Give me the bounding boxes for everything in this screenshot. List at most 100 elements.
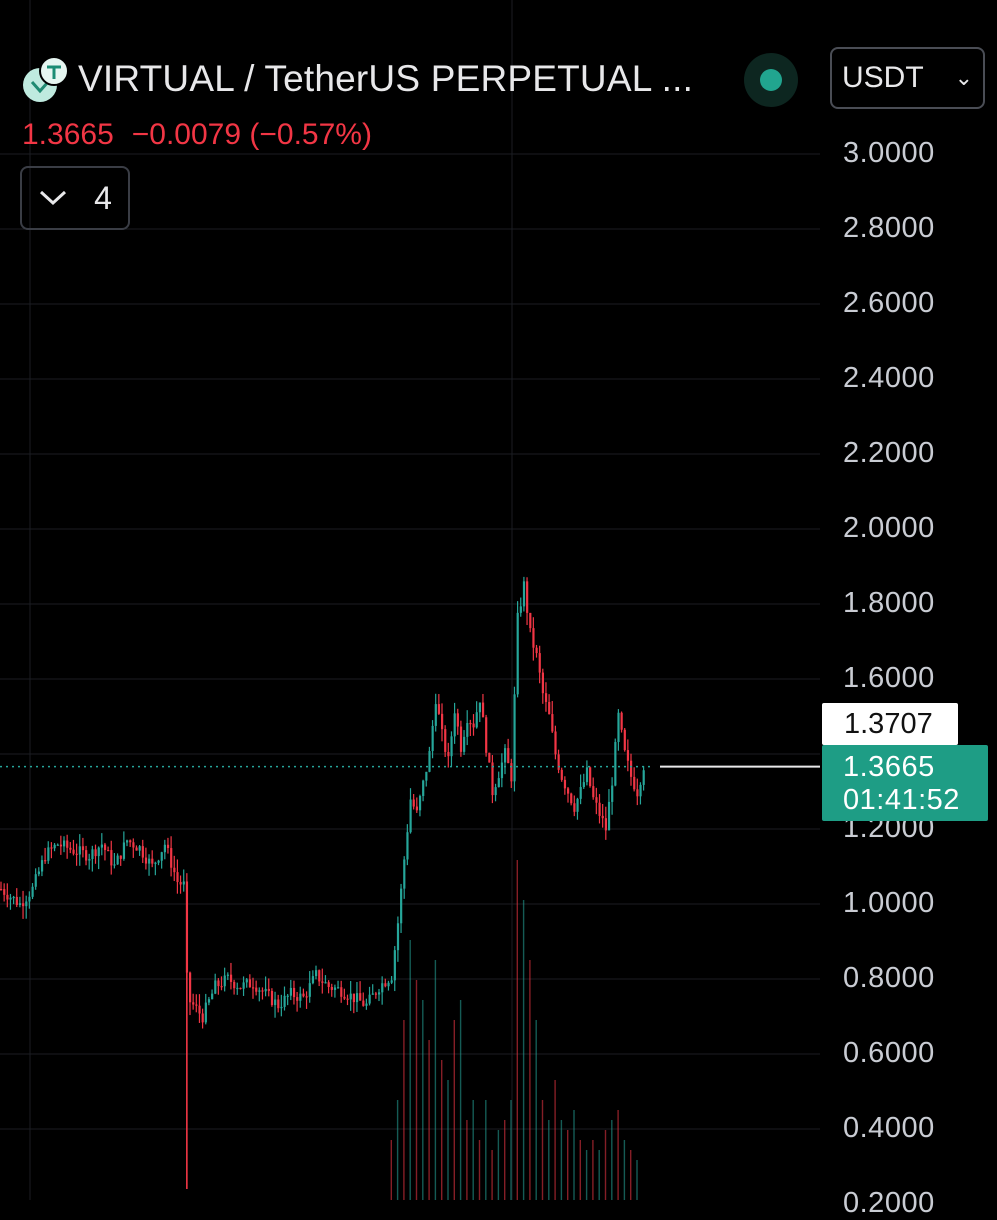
candle — [119, 855, 122, 859]
candle — [204, 1002, 207, 1023]
candle — [47, 847, 50, 861]
candle — [607, 801, 611, 831]
candle — [144, 857, 148, 864]
candle — [352, 993, 355, 1003]
candle — [258, 990, 261, 992]
candle — [63, 840, 66, 847]
volume-bar — [485, 1100, 487, 1200]
candle — [384, 983, 387, 987]
candle — [255, 987, 258, 992]
volume-bar — [390, 1140, 392, 1200]
candle — [330, 986, 333, 990]
candle — [239, 987, 242, 990]
candle — [362, 1000, 365, 1006]
candle — [418, 796, 422, 811]
y-tick-label: 2.8000 — [843, 212, 935, 244]
volume-bar — [510, 1100, 512, 1200]
candle — [116, 855, 119, 865]
candle — [513, 694, 516, 782]
currency-select[interactable]: USDT ⌄ — [830, 47, 985, 109]
volume-bar — [415, 980, 418, 1200]
market-status-icon — [744, 53, 798, 107]
candle — [163, 844, 166, 853]
candle — [333, 987, 337, 990]
candle — [554, 731, 557, 755]
candle — [560, 769, 563, 780]
candle — [359, 993, 362, 1001]
candle — [576, 798, 579, 812]
candle — [485, 717, 488, 753]
y-tick-label: 0.8000 — [843, 962, 935, 994]
candle — [107, 850, 110, 852]
candle — [34, 874, 37, 887]
candle — [292, 987, 296, 998]
candle — [296, 997, 299, 1001]
volume-bar — [592, 1140, 594, 1200]
candle — [135, 847, 138, 851]
candle — [585, 767, 589, 783]
candle — [195, 1004, 198, 1006]
candle — [340, 987, 343, 997]
candle — [286, 995, 289, 997]
candle — [270, 990, 274, 1006]
candle — [403, 859, 406, 889]
candle — [617, 712, 620, 743]
candle — [324, 982, 327, 984]
candle — [412, 799, 415, 807]
candle-countdown: 01:41:52 — [843, 784, 960, 816]
volume-bar — [598, 1150, 600, 1200]
volume-bar — [422, 1000, 424, 1200]
candle — [532, 628, 535, 648]
candle — [434, 704, 437, 726]
candle — [157, 860, 160, 863]
candle — [526, 581, 529, 613]
volume-bar — [447, 1080, 449, 1200]
candle — [620, 712, 623, 730]
candle — [182, 881, 185, 885]
virtual-token-logo-icon — [23, 56, 69, 102]
current-price-value: 1.3665 — [843, 751, 935, 783]
candle — [308, 983, 311, 997]
candle — [217, 980, 220, 987]
price-change: −0.0079 (−0.57%) — [131, 118, 372, 151]
candle — [538, 653, 541, 673]
candle — [381, 983, 384, 993]
volume-bar — [403, 1020, 405, 1200]
candle — [223, 975, 226, 987]
candle — [466, 723, 469, 737]
candle — [519, 606, 522, 613]
y-tick-label: 3.0000 — [843, 137, 935, 169]
symbol-title[interactable]: VIRTUAL / TetherUS PERPETUAL ... — [78, 58, 694, 99]
volume-bar — [573, 1110, 575, 1200]
candle — [450, 736, 453, 757]
candle — [475, 712, 478, 728]
candle — [75, 853, 78, 855]
candle — [368, 994, 371, 1004]
candle — [277, 999, 280, 1009]
indicators-toggle-button[interactable]: 4 — [20, 166, 130, 230]
candle — [44, 860, 47, 862]
current-price-label: 1.3665 01:41:52 — [822, 745, 988, 821]
candle — [494, 787, 497, 796]
candle — [481, 702, 485, 718]
chevron-down-icon: ⌄ — [954, 65, 973, 90]
volume-bar — [554, 1080, 556, 1200]
candle — [557, 754, 560, 770]
candle — [100, 844, 103, 848]
candle — [289, 987, 292, 996]
candle — [18, 903, 22, 905]
candle — [141, 846, 144, 858]
indicators-count: 4 — [94, 179, 112, 216]
candle — [393, 950, 396, 981]
candle — [248, 979, 252, 988]
candle — [198, 1005, 201, 1014]
candle — [567, 788, 570, 794]
volume-bar — [560, 1120, 563, 1200]
candle — [220, 986, 223, 988]
volume-bar — [630, 1150, 632, 1200]
candle — [337, 987, 340, 989]
candle — [447, 751, 450, 757]
candle — [444, 729, 447, 752]
volume-bar — [497, 1130, 500, 1200]
